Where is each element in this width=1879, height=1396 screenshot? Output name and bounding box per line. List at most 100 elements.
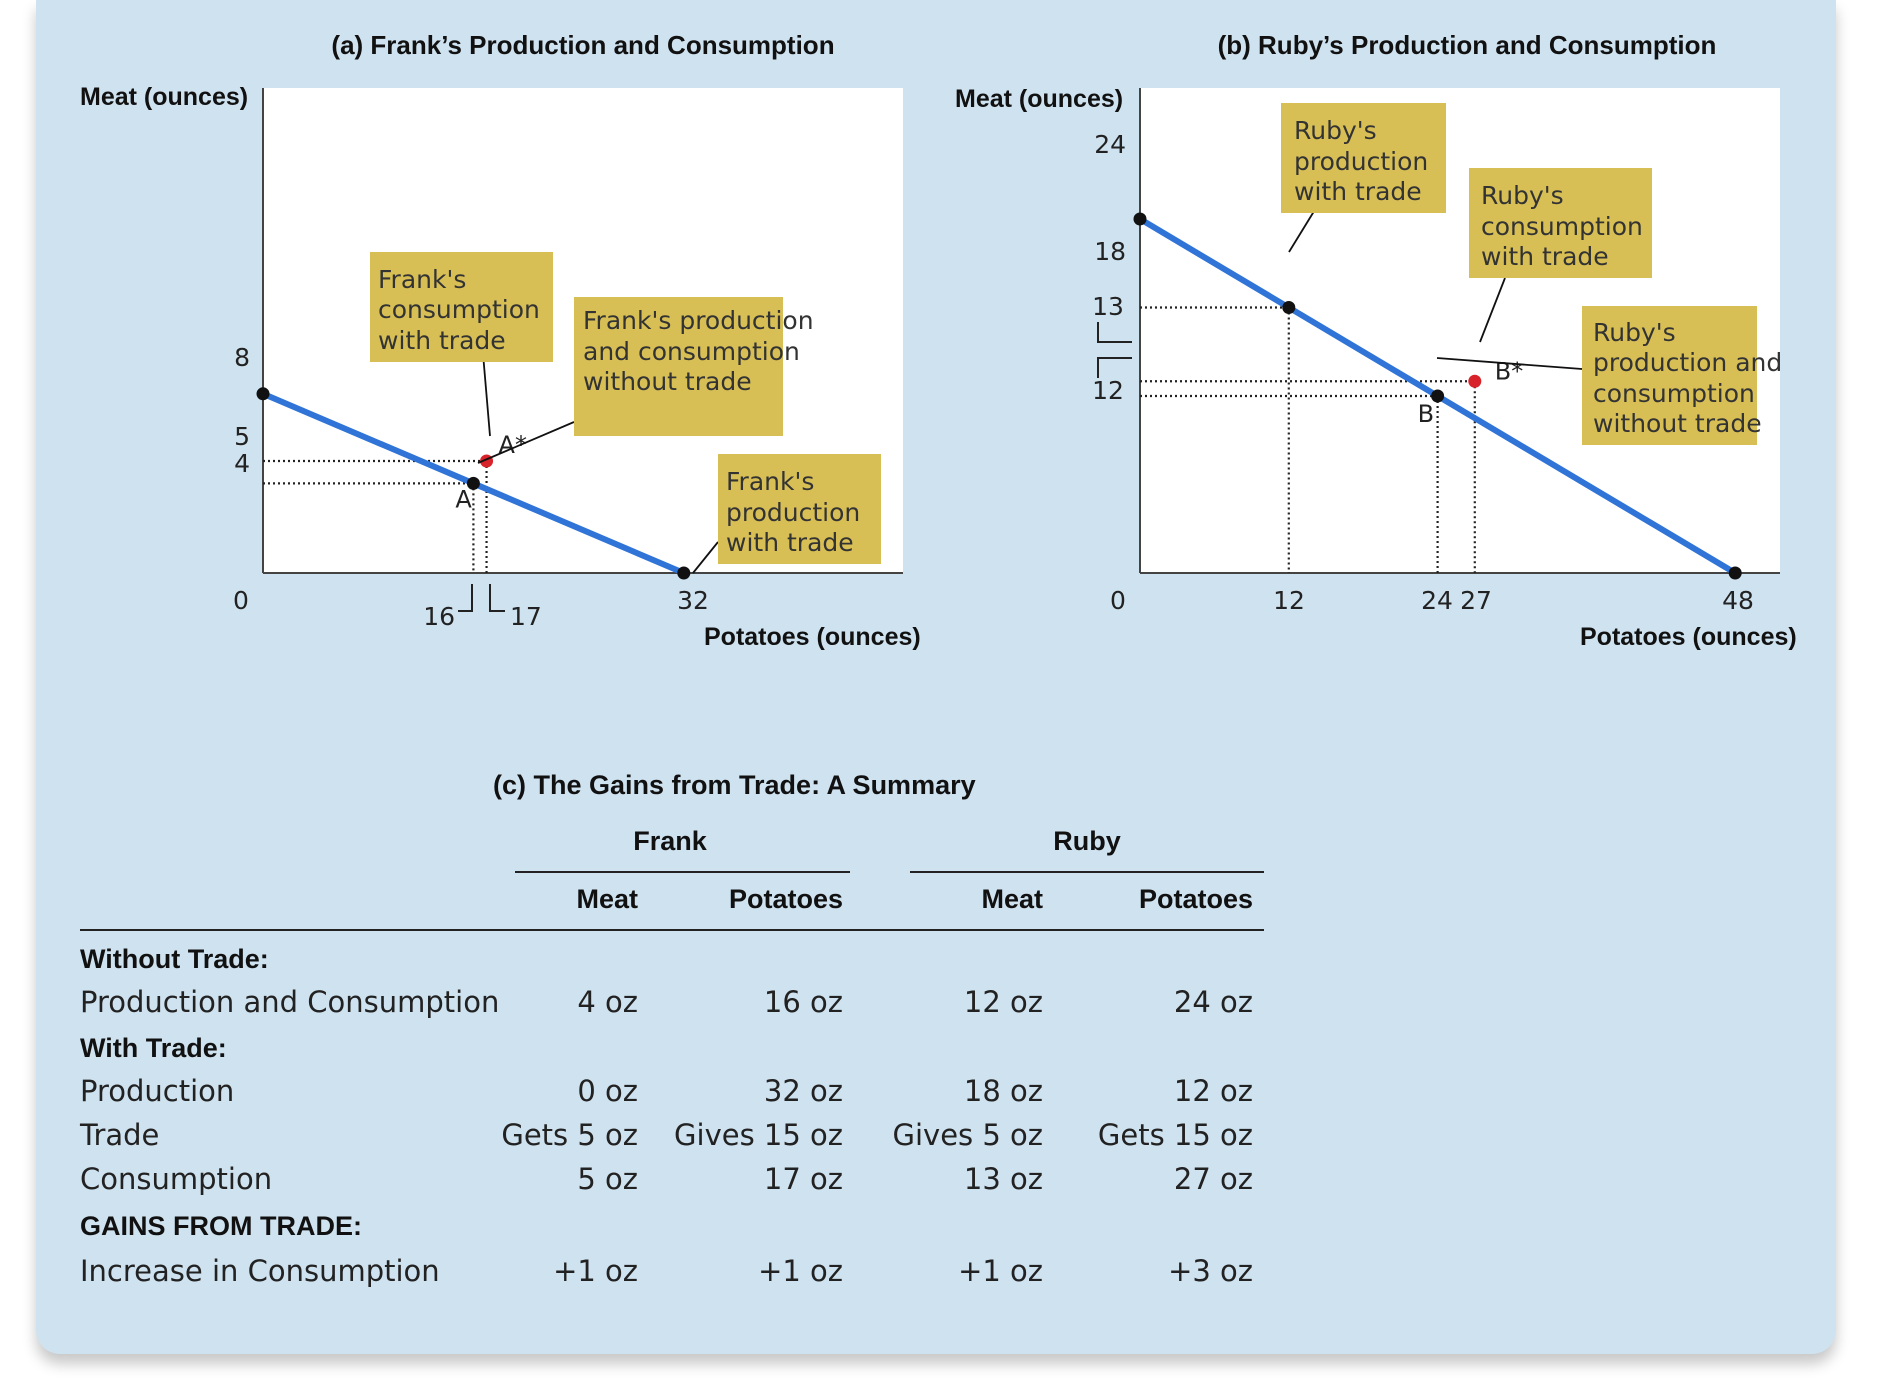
cell-gain-ruby-potatoes: +3 oz [1168,1254,1253,1288]
leader-line-a-production [692,541,719,574]
callout-b-production-line-1: Ruby's [1294,116,1377,145]
row-heading-with-trade: With Trade: [80,1033,227,1063]
leader-line-a-notrade [477,421,575,464]
callout-b-production-line-3: with trade [1294,177,1422,206]
point-label-b-4: B* [1495,357,1523,385]
row-label-increase-in-consumption: Increase in Consumption [80,1254,440,1288]
callout-b-production-line-2: production [1294,147,1428,176]
x-tick-label-b-48: 48 [1722,586,1754,615]
point-a-2 [466,476,480,490]
chart-title-b: (b) Ruby’s Production and Consumption [1218,30,1717,60]
y-axis-label-b: Meat (ounces) [955,85,1123,113]
x-axis-label-a: Potatoes (ounces) [704,623,921,651]
column-header-frank-meat: Meat [576,884,638,914]
callout-a-notrade-line-2: and consumption [583,337,800,366]
cell-production-ruby-meat: 18 oz [963,1074,1043,1108]
cell-trade-ruby-meat: Gives 5 oz [892,1118,1044,1152]
callout-b-notrade-line-1: Ruby's [1593,318,1676,347]
chart-title-a: (a) Frank’s Production and Consumption [331,30,834,60]
point-b-3 [1431,389,1445,403]
cell-consumption-ruby-potatoes: 27 oz [1173,1162,1253,1196]
row-heading-gains-from-trade: GAINS FROM TRADE: [80,1211,362,1241]
callout-a-notrade-line-3: without trade [583,367,752,396]
cell-production-frank-meat: 0 oz [577,1074,638,1108]
y-axis-label-a: Meat (ounces) [80,83,248,111]
y-tick-label-b-13: 13 [1092,292,1124,321]
x-tick-label-a-16: 16 [423,602,455,631]
point-a-0 [256,387,270,401]
tick-bracket-a-16 [458,584,473,612]
point-label-a-2: A [455,485,472,513]
cell-gain-ruby-meat: +1 oz [958,1254,1043,1288]
callout-a-notrade-line-1: Frank's production [583,306,814,335]
cell-consumption-ruby-meat: 13 oz [963,1162,1043,1196]
callout-b-notrade-line-3: consumption [1593,379,1755,408]
tick-bracket-a-17 [489,584,505,612]
callout-a-consumption-with-trade [370,252,553,362]
y-tick-label-a-5: 5 [234,422,250,451]
y-tick-label-a-8: 8 [234,343,250,372]
callout-b-notrade-line-2: production and [1593,348,1782,377]
point-b-4 [1468,374,1482,388]
cell-gain-frank-potatoes: +1 oz [758,1254,843,1288]
point-a-1 [677,566,691,580]
column-header-ruby-meat: Meat [981,884,1043,914]
callout-a-production-line-1: Frank's [726,467,814,496]
column-header-frank-potatoes: Potatoes [728,884,843,914]
tick-bracket-b-12 [1097,357,1132,378]
x-tick-label-b-24: 24 [1421,586,1453,615]
callout-a-production-with-trade [718,454,881,564]
cell-notrade-frank-meat: 4 oz [577,985,638,1019]
cell-trade-ruby-potatoes: Gets 15 oz [1097,1118,1253,1152]
group-header-frank: Frank [633,826,707,856]
x-tick-label-b-12: 12 [1273,586,1305,615]
callout-b-consumption-with-trade [1469,168,1652,278]
point-label-b-3: B [1418,400,1434,428]
y-tick-label-a-4: 4 [234,449,250,478]
point-b-1 [1728,566,1742,580]
group-header-ruby: Ruby [1053,826,1121,856]
callout-a-consumption-line-1: Frank's [378,265,466,294]
callout-b-consumption-line-1: Ruby's [1481,181,1564,210]
row-label-production-consumption: Production and Consumption [80,985,500,1019]
row-heading-without-trade: Without Trade: [80,944,269,974]
callout-b-without-trade [1582,306,1757,445]
callout-b-notrade-line-4: without trade [1593,409,1762,438]
y-tick-label-b-24: 24 [1094,130,1126,159]
cell-gain-frank-meat: +1 oz [553,1254,638,1288]
cell-production-frank-potatoes: 32 oz [763,1074,843,1108]
x-tick-label-b-27: 27 [1460,586,1492,615]
cell-production-ruby-potatoes: 12 oz [1173,1074,1253,1108]
cell-consumption-frank-meat: 5 oz [577,1162,638,1196]
y-tick-label-b-18: 18 [1094,237,1126,266]
column-header-ruby-potatoes: Potatoes [1138,884,1253,914]
callout-a-without-trade [574,297,783,436]
cell-consumption-frank-potatoes: 17 oz [763,1162,843,1196]
callout-a-production-line-3: with trade [726,528,854,557]
y-tick-label-b-12: 12 [1092,376,1124,405]
tick-bracket-b-13 [1097,322,1132,343]
leader-line-b-production [1288,207,1317,253]
point-label-a-3: A* [499,431,527,459]
x-tick-label-a-32: 32 [677,586,709,615]
x-axis-label-b: Potatoes (ounces) [1580,623,1797,651]
cell-trade-frank-potatoes: Gives 15 oz [674,1118,843,1152]
callout-b-consumption-line-3: with trade [1481,242,1609,271]
callout-b-production-with-trade [1281,103,1446,213]
point-b-0 [1133,212,1147,226]
x-tick-label-a-0: 0 [233,586,249,615]
cell-notrade-ruby-meat: 12 oz [963,985,1043,1019]
table-title: (c) The Gains from Trade: A Summary [493,770,976,800]
row-label-production: Production [80,1074,235,1108]
row-label-consumption: Consumption [80,1162,273,1196]
point-b-2 [1282,301,1296,314]
callout-a-production-line-2: production [726,498,860,527]
x-tick-label-b-0: 0 [1110,586,1126,615]
cell-notrade-frank-potatoes: 16 oz [763,985,843,1019]
callout-a-consumption-line-2: consumption [378,295,540,324]
cell-notrade-ruby-potatoes: 24 oz [1173,985,1253,1019]
leader-line-b-consumption [1479,277,1506,343]
row-label-trade: Trade [80,1118,160,1152]
callout-b-consumption-line-2: consumption [1481,212,1643,241]
